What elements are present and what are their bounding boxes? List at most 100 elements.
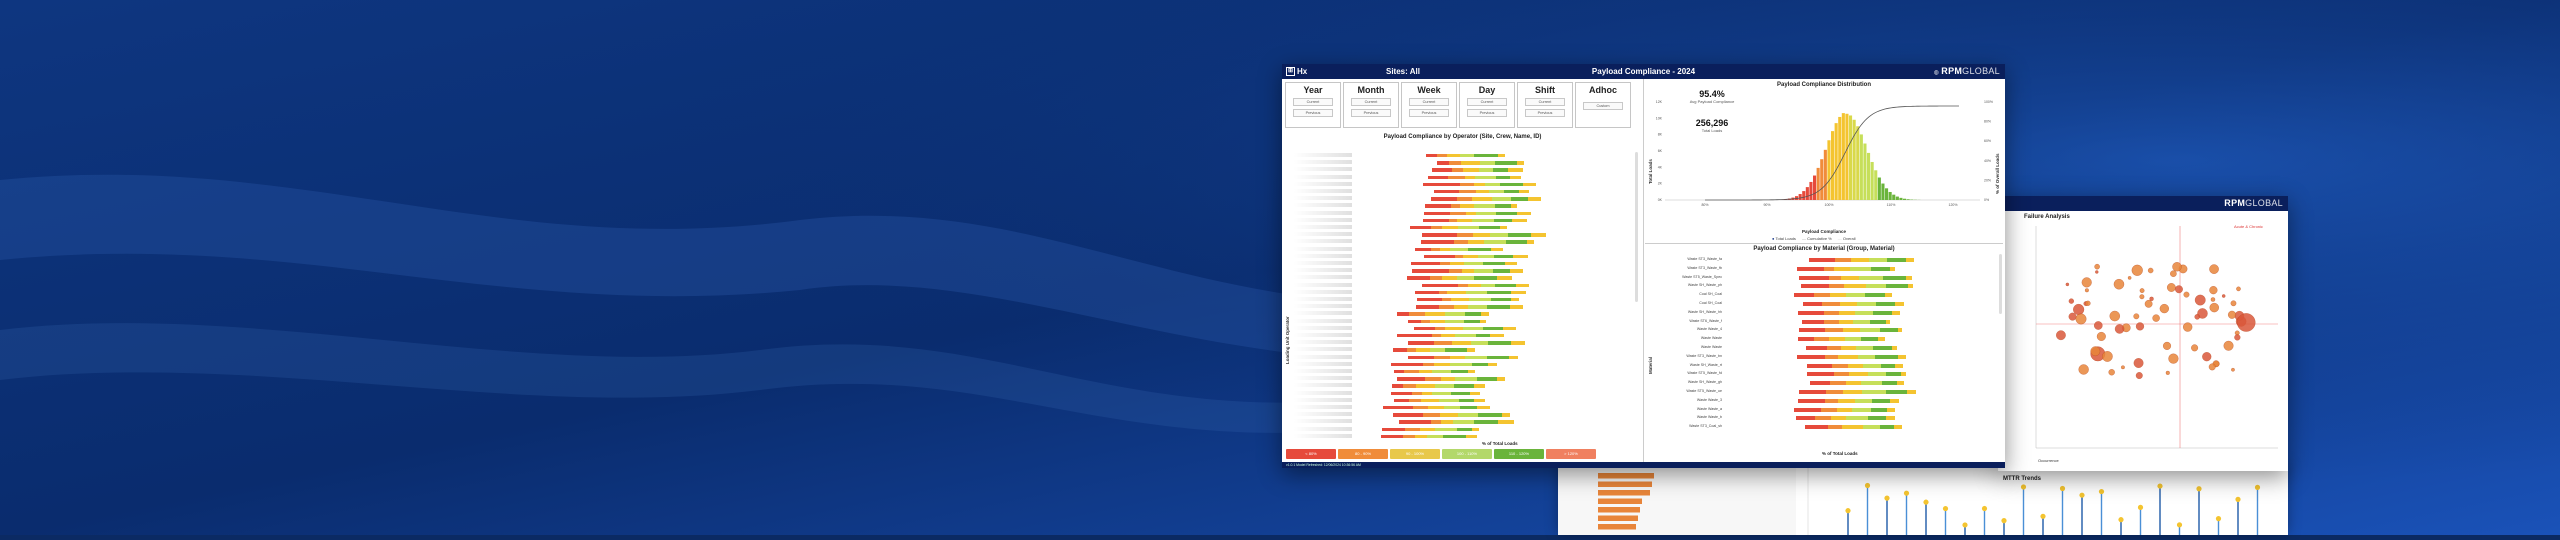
bar-segment [1494, 219, 1512, 222]
operator-bar[interactable] [1416, 305, 1523, 308]
operator-bar[interactable] [1393, 348, 1475, 351]
material-bar[interactable] [1799, 390, 1916, 394]
mttr-point [2099, 489, 2104, 494]
operator-bar[interactable] [1417, 298, 1519, 301]
year-current-button[interactable]: Current [1293, 98, 1333, 106]
band-over-120-button[interactable]: > 120% [1546, 449, 1596, 459]
band-under-80-button[interactable]: < 80% [1286, 449, 1336, 459]
operator-bar[interactable] [1391, 363, 1497, 366]
bar-segment [1881, 364, 1895, 368]
operator-bar[interactable] [1382, 428, 1479, 431]
bar-segment [1432, 334, 1441, 337]
operator-bar[interactable] [1431, 197, 1541, 200]
material-bar[interactable] [1810, 381, 1904, 385]
material-bar[interactable] [1799, 276, 1911, 280]
operator-bar[interactable] [1414, 327, 1516, 330]
operator-bar[interactable] [1392, 384, 1485, 387]
operator-bar[interactable] [1426, 154, 1505, 157]
material-bar[interactable] [1794, 293, 1892, 297]
day-current-button[interactable]: Current [1467, 98, 1507, 106]
operator-bar[interactable] [1415, 248, 1502, 251]
week-previous-button[interactable]: Previous [1409, 109, 1449, 117]
material-bar[interactable] [1809, 258, 1914, 262]
sites-filter-label[interactable]: Sites: All [1386, 67, 1420, 76]
band-80-90-button[interactable]: 80 - 90% [1338, 449, 1388, 459]
operator-bar[interactable] [1391, 392, 1480, 395]
operator-bar[interactable] [1422, 284, 1529, 287]
operator-bar[interactable] [1383, 406, 1490, 409]
operator-bar[interactable] [1412, 269, 1523, 272]
material-bar[interactable] [1798, 399, 1899, 403]
operator-bar[interactable] [1394, 370, 1475, 373]
operator-bar[interactable] [1421, 240, 1534, 243]
operator-bar[interactable] [1415, 291, 1527, 294]
bar-segment [1872, 399, 1890, 403]
operator-bar[interactable] [1394, 399, 1485, 402]
operator-bar[interactable] [1393, 413, 1510, 416]
operator-bar[interactable] [1408, 320, 1486, 323]
operator-bar[interactable] [1423, 219, 1528, 222]
operator-bar[interactable] [1437, 161, 1524, 164]
material-bar[interactable] [1797, 267, 1895, 271]
material-bar[interactable] [1798, 337, 1885, 341]
month-current-button[interactable]: Current [1351, 98, 1391, 106]
week-current-button[interactable]: Current [1409, 98, 1449, 106]
operator-bar[interactable] [1407, 276, 1512, 279]
operator-bar[interactable] [1381, 435, 1477, 438]
operator-bar[interactable] [1411, 262, 1517, 265]
bar-segment [1403, 435, 1415, 438]
failure-bubble [2202, 352, 2211, 361]
mttr-point [1962, 522, 1967, 527]
bar-segment [1442, 298, 1451, 301]
year-previous-button[interactable]: Previous [1293, 109, 1333, 117]
material-bar[interactable] [1802, 320, 1891, 324]
histogram-bar [1889, 192, 1892, 200]
operator-bar[interactable] [1434, 190, 1529, 193]
material-bar[interactable] [1803, 302, 1904, 306]
adhoc-custom-button[interactable]: Custom [1583, 102, 1623, 110]
bar-segment [1450, 248, 1468, 251]
operator-bar[interactable] [1397, 312, 1489, 315]
operator-bar[interactable] [1399, 420, 1514, 423]
operator-bar[interactable] [1432, 168, 1523, 171]
band-90-100-button[interactable]: 90 - 100% [1390, 449, 1440, 459]
operator-bar[interactable] [1424, 255, 1528, 258]
operator-bar[interactable] [1397, 377, 1505, 380]
material-scrollbar[interactable] [1999, 254, 2002, 314]
material-bar[interactable] [1807, 372, 1906, 376]
material-bar[interactable] [1794, 408, 1894, 412]
operator-bar[interactable] [1425, 204, 1518, 207]
failure-bubble [2115, 324, 2124, 333]
failure-bubble [2195, 295, 2205, 305]
bar-segment [1826, 390, 1843, 394]
operator-bar[interactable] [1397, 334, 1504, 337]
material-bar[interactable] [1806, 346, 1897, 350]
operator-bar[interactable] [1423, 183, 1536, 186]
operator-bar[interactable] [1410, 226, 1507, 229]
operator-bar[interactable] [1424, 212, 1531, 215]
operator-bar[interactable] [1422, 233, 1546, 236]
material-bar[interactable] [1805, 425, 1902, 429]
material-bar[interactable] [1807, 364, 1903, 368]
material-bar[interactable] [1796, 416, 1895, 420]
month-previous-button[interactable]: Previous [1351, 109, 1391, 117]
material-bar[interactable] [1797, 355, 1905, 359]
operator-bar[interactable] [1408, 356, 1518, 359]
shift-current-button[interactable]: Current [1525, 98, 1565, 106]
bar-segment [1412, 269, 1449, 272]
band-100-110-button[interactable]: 100 - 110% [1442, 449, 1492, 459]
material-bar[interactable] [1798, 311, 1900, 315]
shift-previous-button[interactable]: Previous [1525, 109, 1565, 117]
band-110-120-button[interactable]: 110 - 120% [1494, 449, 1544, 459]
operator-bar[interactable] [1428, 176, 1521, 179]
day-previous-button[interactable]: Previous [1467, 109, 1507, 117]
operator-scrollbar[interactable] [1635, 152, 1638, 302]
bar-segment [1513, 255, 1528, 258]
material-bar[interactable] [1801, 284, 1912, 288]
bar-segment [1827, 346, 1841, 350]
operator-bar[interactable] [1408, 341, 1525, 344]
bar-segment [1528, 197, 1541, 200]
failure-bubble [2140, 288, 2144, 292]
failure-bubble [2082, 278, 2092, 288]
material-bar[interactable] [1799, 328, 1902, 332]
